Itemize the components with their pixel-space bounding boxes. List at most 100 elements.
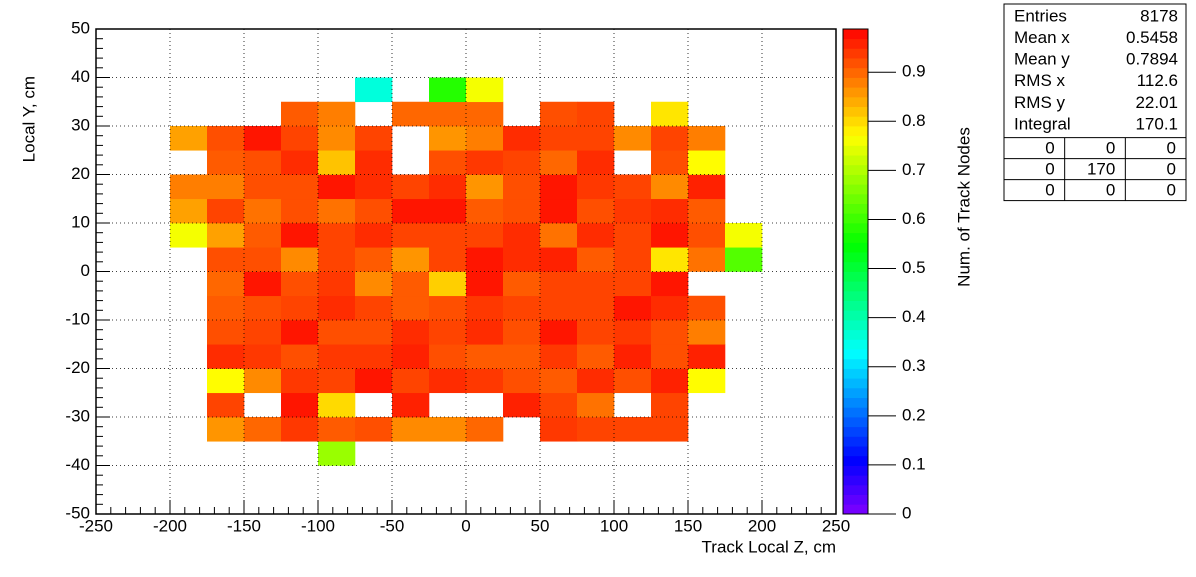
x-tick-label: -50 xyxy=(380,516,405,535)
colorbar-band xyxy=(843,455,868,466)
y-tick-label: 40 xyxy=(71,67,90,86)
stats-cell: 0 xyxy=(1045,139,1054,158)
heatmap-cell xyxy=(651,295,689,321)
heatmap-cell xyxy=(281,344,319,369)
heatmap-cell xyxy=(614,368,652,394)
heatmap-cell xyxy=(614,344,652,369)
heatmap-cell xyxy=(355,271,393,297)
colorbar-band xyxy=(843,145,868,156)
y-axis-title: Local Y, cm xyxy=(19,76,38,162)
heatmap-cell xyxy=(688,320,726,345)
heatmap-cell xyxy=(577,320,615,345)
heatmap-cell xyxy=(540,368,578,394)
colorbar-band xyxy=(843,397,868,408)
heatmap-cell xyxy=(207,344,245,369)
heatmap-cell xyxy=(318,441,356,466)
heatmap-cell xyxy=(651,198,689,224)
heatmap-cell xyxy=(503,295,541,321)
heatmap-cell xyxy=(429,271,467,297)
colorbar-tick-label: 0.7 xyxy=(902,160,926,179)
plot-frame xyxy=(95,28,837,515)
heatmap-cell xyxy=(688,368,726,394)
colorbar-band xyxy=(843,135,868,146)
heatmap-cell xyxy=(429,101,467,127)
heatmap-cell xyxy=(651,271,689,297)
heatmap-cell xyxy=(207,150,245,175)
heatmap-cell xyxy=(577,174,615,200)
stats-value: 8178 xyxy=(1140,6,1178,25)
heatmap-cell xyxy=(540,247,578,272)
heatmap-cell xyxy=(207,417,245,442)
heatmap-cell xyxy=(540,271,578,297)
colorbar-band xyxy=(843,426,868,437)
colorbar-tick-label: 0.2 xyxy=(902,405,926,424)
stats-cell: 170 xyxy=(1087,160,1115,179)
heatmap-cell xyxy=(170,223,208,248)
heatmap-cell xyxy=(466,126,504,151)
heatmap-cell xyxy=(540,392,578,418)
heatmap-cell xyxy=(651,247,689,272)
heatmap-cell xyxy=(577,368,615,394)
heatmap-cell xyxy=(281,101,319,127)
heatmap-cell xyxy=(244,247,282,272)
heatmap-cell xyxy=(651,101,689,127)
heatmap-cell xyxy=(355,417,393,442)
heatmap-cell xyxy=(725,247,763,272)
heatmap-cell xyxy=(281,223,319,248)
colorbar-band xyxy=(843,58,868,69)
heatmap-cell xyxy=(503,392,541,418)
colorbar-band xyxy=(843,300,868,311)
heatmap-cell xyxy=(688,344,726,369)
heatmap-cell xyxy=(577,198,615,224)
heatmap-cell xyxy=(466,271,504,297)
heatmap-cell xyxy=(281,150,319,175)
heatmap-cell xyxy=(651,126,689,151)
colorbar-band xyxy=(843,407,868,418)
heatmap-cell xyxy=(577,150,615,175)
stats-value: 112.6 xyxy=(1137,71,1178,90)
heatmap-cell xyxy=(466,150,504,175)
colorbar-band xyxy=(843,116,868,127)
heatmap-cell xyxy=(207,392,245,418)
colorbar-tick-label: 0.6 xyxy=(902,209,926,228)
heatmap-cell xyxy=(318,223,356,248)
heatmap-cell xyxy=(429,174,467,200)
colorbar-band xyxy=(843,261,868,272)
heatmap-cell xyxy=(281,126,319,151)
heatmap-cell xyxy=(651,223,689,248)
y-tick-label: -40 xyxy=(65,455,90,474)
y-tick-label: 0 xyxy=(81,261,90,280)
heatmap-cell xyxy=(614,417,652,442)
heatmap-cell xyxy=(281,271,319,297)
stats-label: Mean x xyxy=(1014,28,1070,47)
heatmap-cell xyxy=(503,126,541,151)
y-tick-label: -30 xyxy=(65,406,90,425)
heatmap-cell xyxy=(170,198,208,224)
heatmap-cell xyxy=(651,150,689,175)
heatmap-cell xyxy=(207,223,245,248)
heatmap-cell xyxy=(318,392,356,418)
heatmap-cell xyxy=(614,198,652,224)
colorbar-band xyxy=(843,465,868,476)
heatmap-cell xyxy=(577,295,615,321)
colorbar-band xyxy=(843,38,868,49)
stats-cell: 0 xyxy=(1167,139,1176,158)
heatmap-cell xyxy=(429,223,467,248)
heatmap-cell xyxy=(688,126,726,151)
stats-value: 170.1 xyxy=(1135,114,1178,133)
colorbar-band xyxy=(843,213,868,224)
heatmap-cell xyxy=(429,247,467,272)
heatmap-cell xyxy=(244,417,282,442)
heatmap-cell xyxy=(355,77,393,103)
heatmap-cell xyxy=(392,271,430,297)
x-tick-label: 100 xyxy=(600,516,628,535)
heatmap-cell xyxy=(244,320,282,345)
heatmap-cell xyxy=(207,198,245,224)
heatmap-cell xyxy=(503,223,541,248)
heatmap-cell xyxy=(614,223,652,248)
heatmap-cell xyxy=(318,368,356,394)
heatmap-cell xyxy=(244,223,282,248)
heatmap-cell xyxy=(355,150,393,175)
y-tick-label: 10 xyxy=(71,212,90,231)
